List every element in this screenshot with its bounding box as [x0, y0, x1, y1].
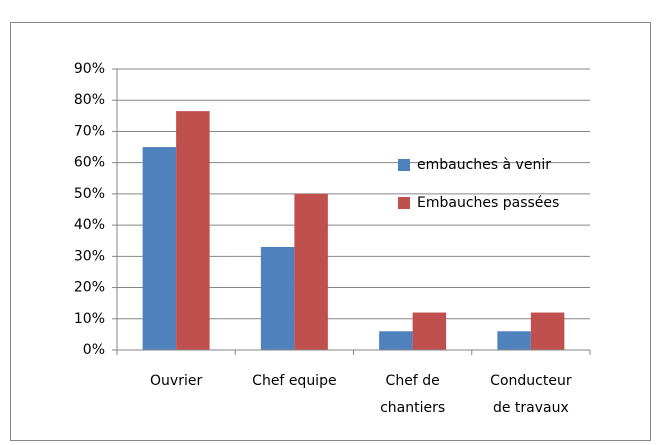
bar — [531, 313, 565, 350]
y-tick-label: 90% — [74, 61, 105, 77]
bar — [261, 247, 295, 350]
y-tick-label: 20% — [74, 280, 105, 296]
y-tick-label: 10% — [74, 311, 105, 327]
legend-swatch — [398, 197, 410, 209]
bar — [294, 194, 328, 350]
legend-label: Embauches passées — [417, 195, 559, 211]
x-tick-label: Ouvrier — [117, 368, 235, 395]
y-tick-label: 0% — [83, 342, 105, 358]
chart-container: 0% 10% 20% 30% 40% 50% 60% 70% 80% 90% embauches à… — [0, 0, 657, 445]
x-tick-label: Chef equipe — [235, 368, 353, 395]
x-tick-label: Chef de chantiers — [354, 368, 472, 422]
y-tick-label: 50% — [74, 186, 105, 202]
x-tick-label: Conducteur de travaux — [472, 368, 590, 422]
y-tick-label: 30% — [74, 248, 105, 264]
y-tick-label: 80% — [74, 92, 105, 108]
bar — [413, 313, 447, 350]
bar — [143, 147, 177, 350]
legend-swatch — [398, 159, 410, 171]
bar — [379, 331, 413, 350]
bar — [176, 111, 210, 350]
y-tick-label: 60% — [74, 155, 105, 171]
bar — [497, 331, 531, 350]
y-tick-label: 70% — [74, 123, 105, 139]
y-tick-label: 40% — [74, 217, 105, 233]
legend-label: embauches à venir — [417, 157, 551, 173]
